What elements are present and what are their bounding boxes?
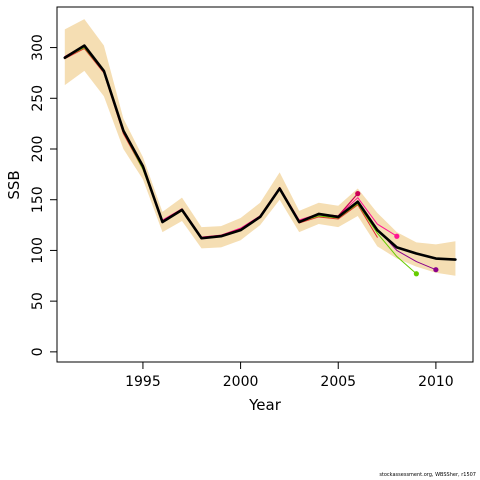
series-point-4 — [394, 233, 400, 239]
plot-frame — [56, 6, 474, 363]
y-tick-label: 300 — [30, 34, 46, 61]
series-point-6 — [355, 191, 361, 197]
y-tick-label: 250 — [30, 85, 46, 112]
series-point-5 — [433, 267, 439, 273]
y-tick-label: 150 — [30, 186, 46, 213]
y-tick-label: 200 — [30, 136, 46, 163]
credit-text: stockassessment.org, WBSSher, r1507 — [379, 472, 476, 478]
confidence-band — [64, 19, 456, 276]
y-tick-label: 0 — [30, 347, 46, 356]
y-axis: 0 50 100 150 200 250 300 — [30, 34, 57, 356]
series-point-3 — [413, 271, 419, 277]
x-tick-label: 2010 — [418, 374, 454, 390]
series-markers — [355, 191, 439, 277]
y-tick-label: 50 — [30, 292, 46, 310]
series-line-1 — [63, 44, 457, 261]
x-axis: 1995 2000 2005 2010 — [125, 362, 454, 390]
confidence-band-area — [64, 19, 456, 276]
y-tick-label: 100 — [30, 237, 46, 264]
x-tick-label: 1995 — [125, 374, 161, 390]
series-lines — [63, 44, 457, 275]
x-tick-label: 2000 — [223, 374, 259, 390]
y-axis-label: SSB — [5, 170, 23, 199]
x-tick-label: 2005 — [320, 374, 356, 390]
x-axis-label: Year — [248, 396, 282, 414]
